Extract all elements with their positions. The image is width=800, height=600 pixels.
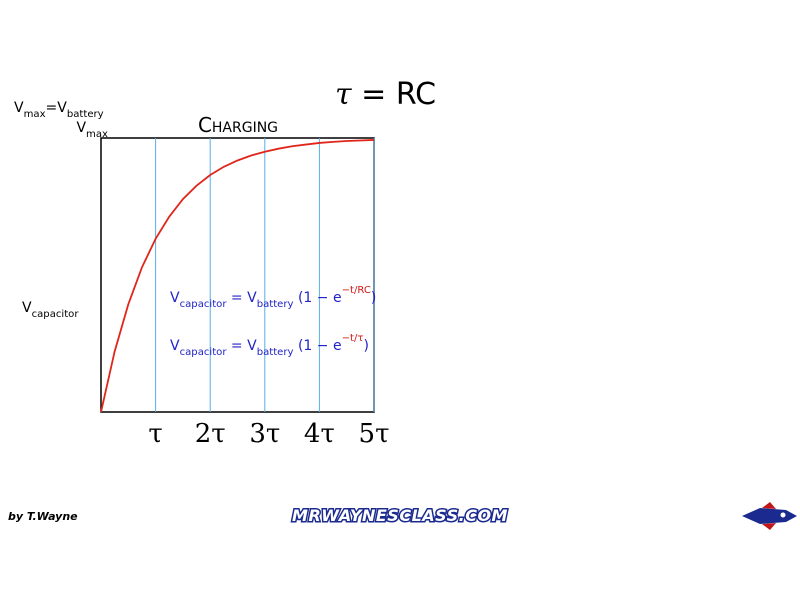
text-part: V [76, 120, 86, 136]
text-part: max [24, 109, 46, 120]
curve [100, 139, 375, 413]
text-part: (1 − e [294, 290, 342, 306]
annotation: Vcapacitor = Vbattery (1 − e−t/τ) [170, 333, 369, 358]
text-part: V [22, 300, 32, 316]
x-tick-label: 3τ [249, 419, 280, 449]
rocket-icon [742, 502, 797, 530]
header-formula: τ = RC [335, 77, 436, 112]
text-part: ) [371, 290, 376, 306]
text-part: capacitor [180, 347, 228, 358]
x-tick-label: 4τ [304, 419, 335, 449]
text-part: V [170, 338, 180, 354]
text-part: τ [335, 77, 352, 112]
chart-title: Charging [198, 113, 278, 137]
site-logo: MRWAYNESCLASS.COM [292, 506, 508, 525]
annotation: Vmax=Vbattery [14, 100, 104, 120]
text-part: capacitor [180, 299, 228, 310]
text-part: −t/τ [342, 333, 364, 344]
annotation: Vcapacitor = Vbattery (1 − e−t/RC) [170, 285, 376, 310]
x-tick-label: 2τ [195, 419, 226, 449]
x-tick-label: 5τ [359, 419, 390, 449]
text-part: = V [226, 290, 257, 306]
text-part: = RC [352, 77, 437, 112]
text-part: V [170, 290, 180, 306]
text-part: max [86, 129, 108, 140]
text-part: = V [226, 338, 257, 354]
text-part: capacitor [32, 309, 80, 320]
text-part: battery [257, 299, 294, 310]
text-part: battery [67, 109, 104, 120]
text-part: V [14, 100, 24, 116]
text-part: (1 − e [294, 338, 342, 354]
annotation: Vmax [76, 120, 108, 140]
annotation: Vcapacitor [22, 300, 79, 320]
text-part: ) [363, 338, 368, 354]
author: by T.Wayne [8, 510, 78, 523]
text-part: =V [46, 100, 68, 116]
text-part: −t/RC [342, 285, 371, 296]
x-tick-label: τ [148, 419, 162, 449]
text-part: battery [257, 347, 294, 358]
plot-frame [100, 137, 375, 413]
